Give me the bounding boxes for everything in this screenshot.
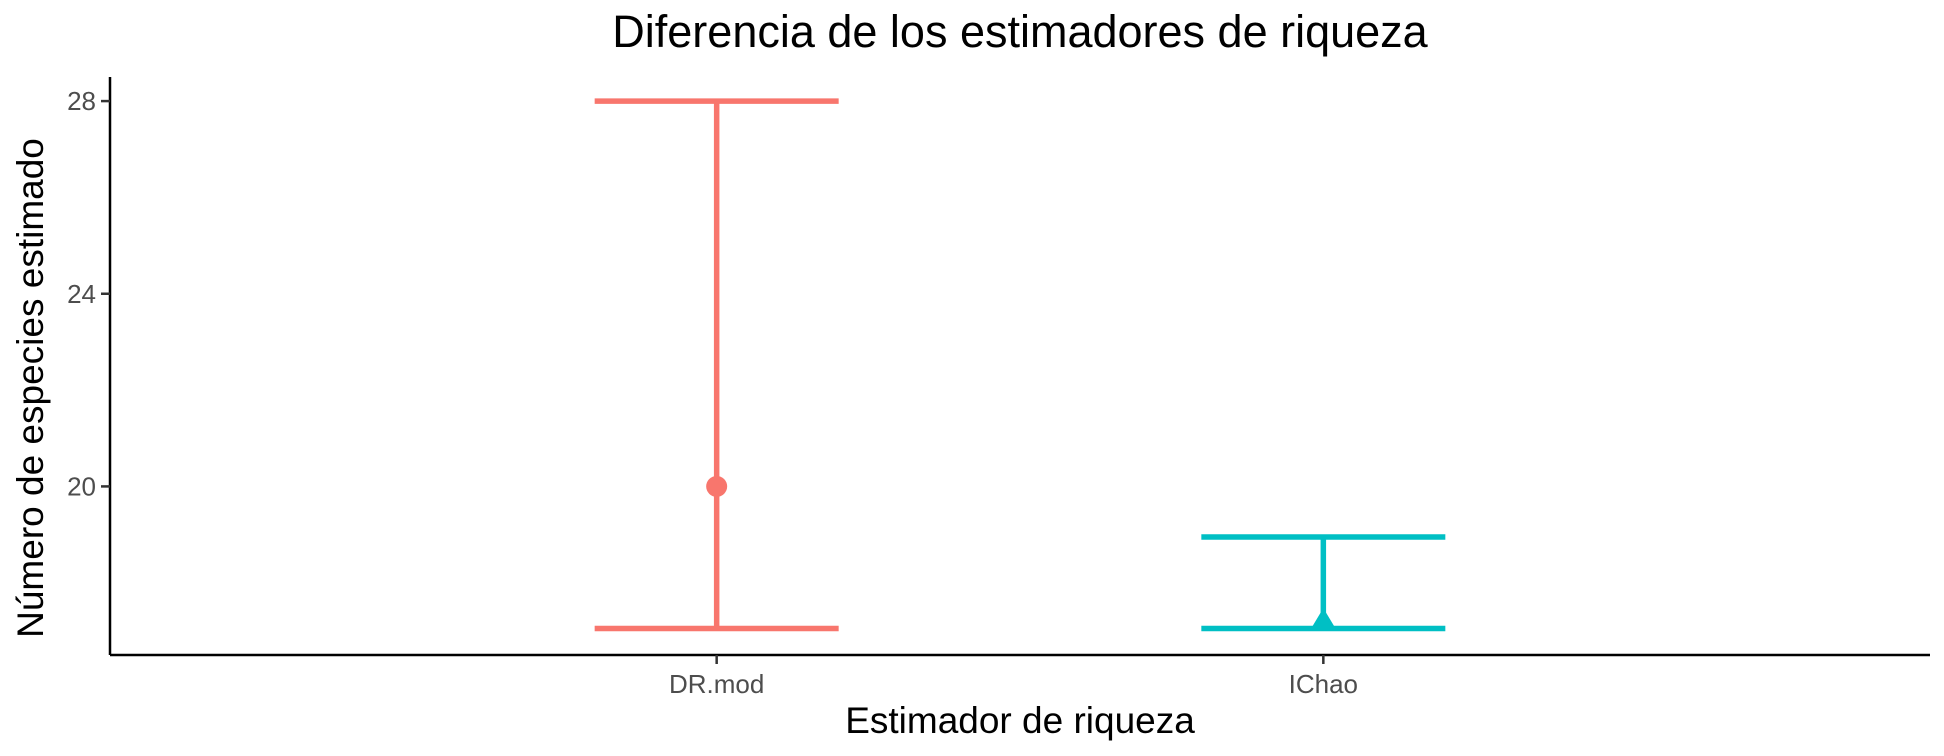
x-axis-title: Estimador de riqueza	[845, 700, 1195, 741]
x-tick-label: IChao	[1289, 669, 1358, 699]
estimate-point-circle	[706, 475, 728, 497]
x-tick-label: DR.mod	[669, 669, 764, 699]
chart-title: Diferencia de los estimadores de riqueza	[612, 6, 1428, 57]
y-tick-label: 20	[67, 471, 96, 501]
axes: 20 24 28 DR.mod IChao	[67, 77, 1930, 699]
y-axis-title: Número de especies estimado	[10, 138, 51, 638]
y-tick-label: 28	[67, 86, 96, 116]
estimate-point-triangle	[1311, 608, 1336, 629]
data-marks	[594, 98, 1446, 632]
y-tick-label: 24	[67, 279, 96, 309]
